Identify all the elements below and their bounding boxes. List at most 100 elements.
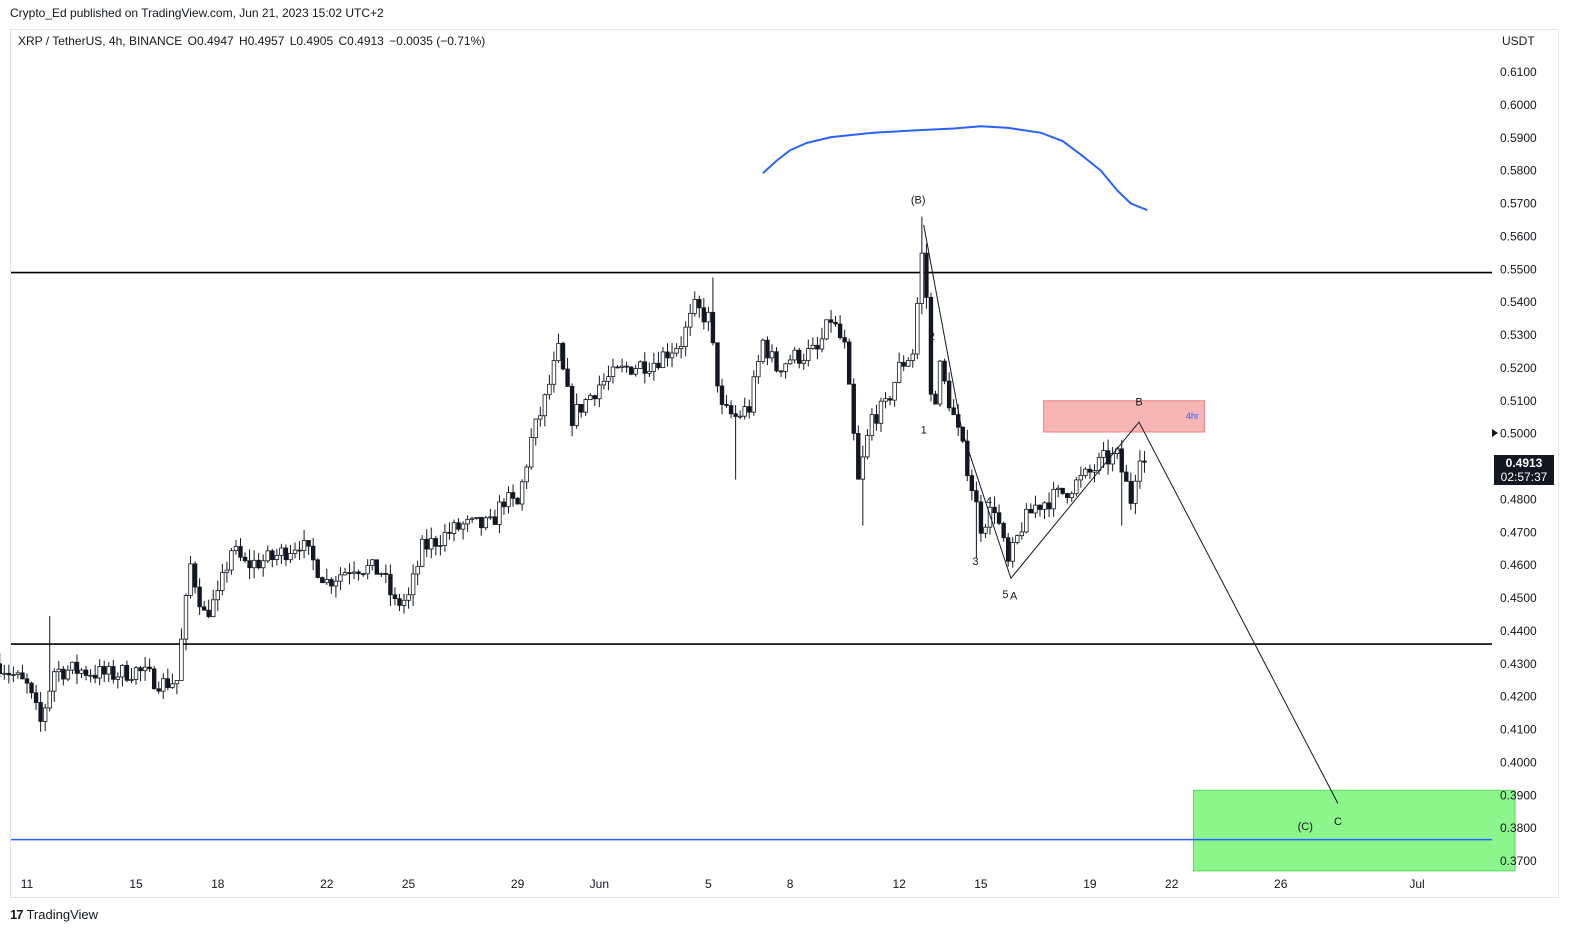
candle: [192, 561, 198, 594]
candle-body: [974, 490, 979, 503]
legend-low: L0.4905: [289, 34, 334, 48]
candle-body: [201, 606, 207, 611]
candle-body: [951, 407, 956, 416]
symbol-legend[interactable]: XRP / TetherUS, 4h, BINANCE O0.4947 H0.4…: [18, 34, 487, 48]
legend-open: O0.4947: [187, 34, 234, 48]
candle-body: [869, 414, 875, 436]
candle-body: [342, 572, 348, 576]
candle: [974, 481, 979, 559]
candle-body: [556, 342, 561, 362]
time-tick-label: 29: [511, 877, 525, 891]
candle: [415, 560, 420, 585]
candle: [887, 395, 893, 406]
candle-body: [1142, 460, 1147, 463]
candle: [102, 660, 107, 683]
candle: [397, 593, 402, 612]
zone-label: 4hr: [1186, 411, 1199, 421]
candle-body: [274, 554, 280, 561]
candle: [261, 554, 266, 577]
candle-body: [533, 418, 538, 439]
candle-body: [106, 666, 111, 675]
candle: [515, 497, 520, 505]
candle: [787, 354, 793, 365]
candle: [819, 327, 825, 353]
candle: [52, 668, 57, 702]
candle: [1105, 439, 1111, 475]
candle: [978, 494, 984, 542]
candle: [1001, 521, 1006, 542]
candle-body: [120, 664, 125, 678]
candle: [1010, 537, 1015, 568]
candle-body: [1124, 471, 1129, 482]
candle: [483, 515, 488, 531]
candle: [251, 550, 257, 579]
candle-body: [1078, 474, 1084, 481]
price-axis: USDT 0.6100 0.6000 0.5900 0.5800 0.5700 0.5600…: [1492, 34, 1537, 868]
candle-body: [983, 526, 988, 534]
candle: [65, 665, 71, 682]
candle: [438, 535, 443, 556]
candle-body: [1051, 489, 1056, 510]
candle-body: [874, 414, 879, 424]
candle-body: [865, 435, 870, 458]
candle-body: [320, 577, 325, 584]
candle: [124, 660, 130, 683]
candle-body: [1028, 508, 1034, 514]
candle-body: [70, 661, 75, 671]
candle-body: [224, 569, 230, 574]
last-price: 0.4913: [1505, 456, 1543, 470]
candle-body: [601, 380, 607, 386]
footer-brand[interactable]: 17 TradingView: [10, 907, 98, 922]
candle: [229, 547, 234, 575]
candle-body: [715, 342, 720, 387]
wave-label: (B): [911, 195, 926, 207]
candle-body: [215, 590, 220, 601]
candle-body: [924, 252, 929, 298]
candle: [1046, 492, 1052, 518]
candle-body: [183, 595, 189, 640]
candle-body: [388, 573, 393, 596]
candle-body: [165, 678, 171, 688]
candle-body: [147, 666, 152, 670]
candle-body: [83, 669, 89, 676]
candle-body: [660, 351, 666, 369]
candle: [651, 352, 657, 381]
candle: [270, 548, 275, 568]
candle: [29, 681, 34, 699]
candle-body: [810, 344, 816, 350]
candle-body: [701, 307, 707, 323]
candle-body: [469, 517, 475, 520]
price-tick-label: 0.6000: [1500, 98, 1537, 112]
candle: [1028, 503, 1034, 514]
candle: [783, 362, 788, 379]
price-marker-icon: [1492, 429, 1498, 437]
candle: [142, 656, 148, 681]
candle: [329, 577, 334, 594]
candle: [410, 564, 416, 607]
candle-body: [492, 516, 498, 525]
candle: [1083, 467, 1088, 479]
candle: [719, 378, 725, 415]
candle: [333, 575, 339, 598]
price-tick-label: 0.4200: [1500, 690, 1537, 704]
candle-body: [338, 574, 343, 582]
candle: [692, 291, 697, 317]
candle-body: [351, 571, 357, 574]
candle-body: [733, 413, 738, 417]
candle: [306, 540, 311, 555]
candle-body: [115, 676, 121, 680]
candle: [542, 393, 548, 427]
candle: [188, 556, 193, 599]
candle-body: [360, 573, 366, 576]
candle-body: [992, 506, 997, 514]
candle-body: [760, 339, 766, 362]
candle-body: [987, 506, 993, 528]
candle-body: [442, 531, 448, 546]
candle: [451, 519, 457, 542]
candle-body: [669, 352, 675, 359]
candle: [342, 567, 348, 576]
candle: [11, 666, 16, 683]
candle-body: [92, 674, 98, 679]
price-tick-label: 0.5100: [1500, 394, 1537, 408]
